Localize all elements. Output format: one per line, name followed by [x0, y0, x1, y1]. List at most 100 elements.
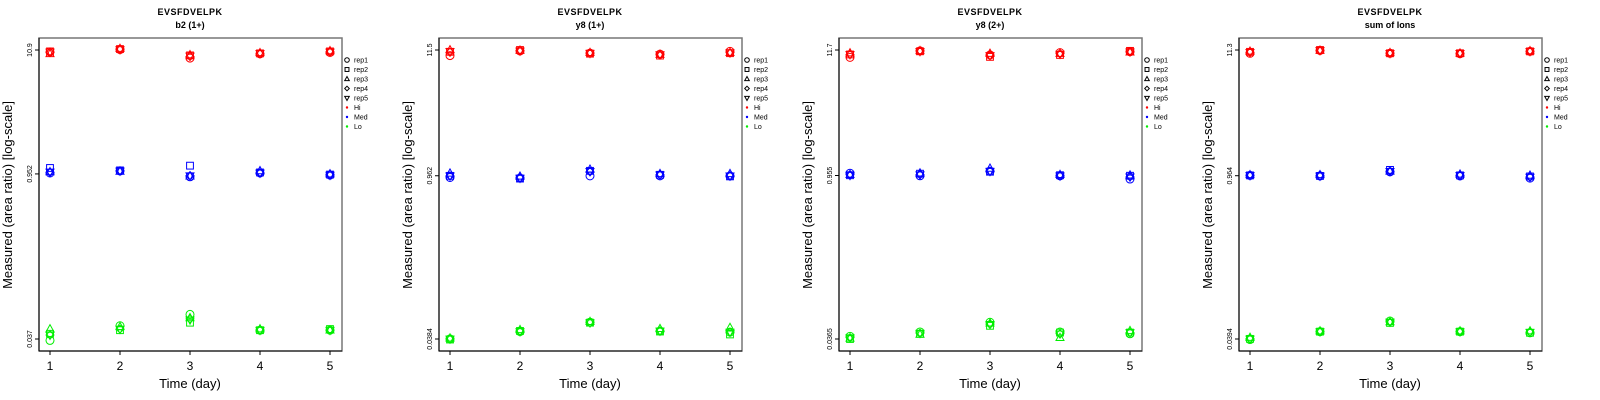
legend-dot-med	[345, 115, 349, 119]
data-point	[255, 50, 265, 59]
data-point	[445, 172, 455, 182]
legend-marker-rep1	[744, 57, 750, 63]
legend-dot-hi	[1145, 106, 1149, 109]
data-point	[445, 48, 455, 57]
legend-marker-rep4	[1143, 85, 1151, 92]
x-tick-label: 1	[47, 359, 54, 373]
data-point	[915, 327, 925, 337]
series-lo	[45, 309, 335, 345]
y-axis-label: Measured (area ratio) [log-scale]	[800, 101, 815, 289]
x-tick-label: 3	[187, 359, 194, 373]
legend: rep1 rep2 rep3 rep4 rep5 Hi Med Lo	[743, 57, 768, 131]
x-tick-label: 4	[1457, 359, 1464, 373]
legend-label: Med	[754, 115, 768, 122]
y-tick-label: 11.3	[1227, 43, 1234, 56]
legend-label: rep1	[1154, 58, 1168, 65]
legend-label: rep5	[1154, 96, 1168, 103]
series-med	[45, 161, 335, 182]
data-point	[185, 314, 195, 324]
legend-label: Hi	[754, 105, 761, 112]
legend-label: Hi	[354, 105, 361, 112]
data-point	[845, 171, 855, 181]
data-point	[325, 171, 335, 181]
legend-label: rep4	[354, 86, 368, 93]
y-tick-label: 10.9	[27, 43, 34, 57]
data-point	[585, 319, 595, 329]
x-tick-label: 5	[1127, 359, 1134, 373]
series-hi	[1245, 45, 1535, 59]
x-tick-label: 3	[987, 359, 994, 373]
x-tick-label: 2	[917, 359, 924, 373]
data-point	[1385, 316, 1395, 326]
data-point	[1385, 318, 1395, 328]
legend-marker-rep1	[344, 57, 350, 63]
data-point	[1125, 329, 1135, 338]
data-point	[115, 46, 125, 55]
legend-label: Lo	[754, 124, 762, 131]
series-hi	[45, 43, 335, 63]
series-hi	[845, 45, 1135, 62]
data-point	[1055, 332, 1065, 341]
data-point	[1525, 48, 1535, 57]
chart-subtitle: y8 (2+)	[976, 20, 1005, 30]
data-point	[185, 52, 195, 62]
legend-label: rep3	[354, 77, 368, 84]
data-point	[1125, 46, 1135, 56]
data-point	[515, 328, 525, 337]
y-tick-label: 0.955	[827, 167, 834, 185]
legend-label: Med	[354, 115, 368, 122]
data-point	[915, 48, 925, 57]
legend-label: rep2	[354, 67, 368, 74]
data-point	[45, 331, 55, 341]
y-tick-label: 11.5	[427, 43, 434, 56]
data-point	[45, 168, 55, 178]
data-point	[655, 327, 665, 337]
legend-label: rep1	[354, 58, 368, 65]
data-point	[585, 49, 595, 59]
legend-marker-rep5	[1543, 95, 1551, 102]
data-point	[445, 51, 455, 61]
data-point	[1525, 328, 1535, 338]
data-point	[1125, 173, 1135, 183]
chart-subtitle: y8 (1+)	[576, 20, 605, 30]
data-point	[1055, 330, 1065, 340]
legend-label: rep4	[1554, 86, 1568, 93]
x-tick-label: 1	[447, 359, 454, 373]
data-point	[445, 335, 455, 345]
x-tick-label: 3	[587, 359, 594, 373]
x-tick-label: 3	[1387, 359, 1394, 373]
data-point	[1315, 172, 1325, 182]
y-axis-label: Measured (area ratio) [log-scale]	[1200, 101, 1215, 289]
data-point	[185, 172, 195, 182]
x-tick-label: 5	[727, 359, 734, 373]
data-point	[725, 322, 735, 331]
chart-title: EVSFDVELPK	[1357, 7, 1422, 17]
legend: rep1 rep2 rep3 rep4 rep5 Hi Med Lo	[343, 57, 368, 131]
y-tick-label: 0.037	[27, 330, 34, 348]
data-point	[1125, 174, 1135, 184]
series-med	[1245, 165, 1535, 183]
data-point	[1455, 172, 1465, 181]
series-med	[445, 163, 735, 184]
legend-marker-rep5	[743, 95, 751, 102]
x-tick-label: 5	[327, 359, 334, 373]
plot-frame	[38, 37, 343, 352]
data-point	[915, 171, 925, 181]
data-point	[845, 51, 855, 60]
data-point	[655, 51, 665, 61]
x-tick-label: 4	[257, 359, 264, 373]
chart-title: EVSFDVELPK	[557, 7, 622, 17]
data-point	[255, 169, 265, 179]
legend: rep1 rep2 rep3 rep4 rep5 Hi Med Lo	[1143, 57, 1168, 131]
legend-label: rep3	[754, 77, 768, 84]
data-point	[325, 326, 335, 336]
data-point	[1385, 165, 1395, 175]
legend-marker-rep2	[1144, 67, 1150, 72]
x-tick-label: 4	[657, 359, 664, 373]
data-point	[185, 316, 195, 326]
plot-frame	[438, 37, 743, 352]
legend-label: Hi	[1154, 105, 1161, 112]
legend-marker-rep2	[744, 67, 750, 72]
data-point	[115, 325, 125, 335]
